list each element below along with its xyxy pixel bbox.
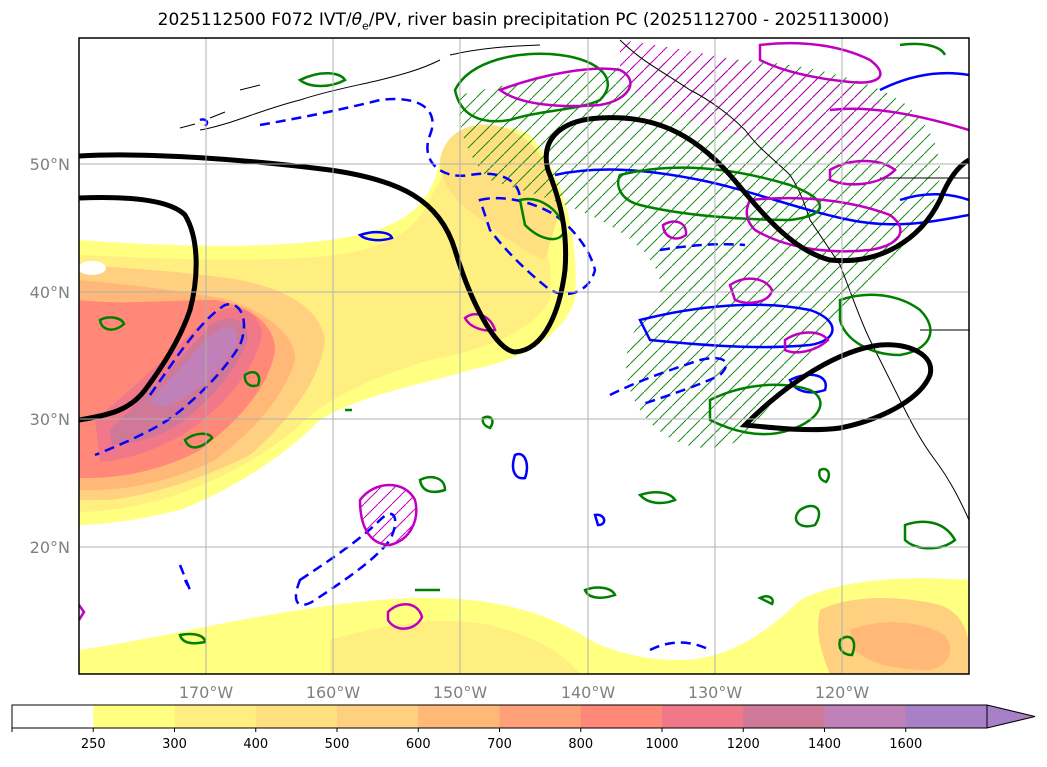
colorbar-label: 800 <box>568 737 593 752</box>
colorbar: 250 300 400 500 600 700 800 1000 1200 1400 1600 <box>11 704 1036 752</box>
colorbar-label: 500 <box>325 737 350 752</box>
ivt-subtropical-band <box>79 578 969 674</box>
theta-e-dashed <box>94 97 746 652</box>
colorbar-label: 300 <box>162 737 187 752</box>
lat-label-30n: 30°N <box>30 410 70 429</box>
colorbar-label: 1000 <box>645 737 678 752</box>
map-frame <box>78 37 970 675</box>
lon-label-170w: 170°W <box>179 683 234 702</box>
colorbar-swatch <box>93 705 175 728</box>
lon-label-160w: 160°W <box>306 683 361 702</box>
colorbar-label: 1200 <box>727 737 760 752</box>
lat-label-40n: 40°N <box>30 283 70 302</box>
chart-title: 2025112500 F072 IVT/θe/PV, river basin p… <box>157 10 890 33</box>
colorbar-label: 400 <box>243 737 268 752</box>
pc-hatch-area-2 <box>360 485 417 545</box>
colorbar-label: 600 <box>406 737 431 752</box>
colorbar-swatch <box>662 705 744 728</box>
precip-contours <box>98 42 957 657</box>
lat-label-50n: 50°N <box>30 155 70 174</box>
colorbar-label: 250 <box>81 737 106 752</box>
colorbar-swatch <box>337 705 419 728</box>
colorbar-swatch <box>499 705 582 728</box>
ivt-se-core <box>850 622 950 670</box>
colorbar-label: 700 <box>487 737 512 752</box>
pv-contours <box>79 115 969 433</box>
colorbar-swatch <box>580 705 663 728</box>
colorbar-swatch <box>824 705 907 728</box>
colorbar-extend-arrow <box>986 704 1036 729</box>
colorbar-swatch <box>255 705 338 728</box>
lon-label-140w: 140°W <box>561 683 616 702</box>
colorbar-swatch <box>418 705 500 728</box>
lon-label-150w: 150°W <box>433 683 488 702</box>
colorbar-swatch <box>174 705 257 728</box>
ivt-core-1400 <box>150 326 238 407</box>
colorbar-swatch <box>12 705 94 728</box>
colorbar-swatch <box>905 705 988 728</box>
graticule <box>79 38 969 674</box>
precip-hatch-area <box>459 59 940 449</box>
lat-label-20n: 20°N <box>30 538 70 557</box>
ivt-shading <box>79 124 969 674</box>
lon-label-120w: 120°W <box>815 683 870 702</box>
colorbar-label: 1600 <box>889 737 922 752</box>
colorbar-swatch <box>743 705 825 728</box>
pc-contours <box>79 41 969 630</box>
pc-hatch-area <box>620 40 910 158</box>
coastline <box>179 39 969 521</box>
ivt-subtropical-inner <box>330 620 580 674</box>
colorbar-label: 1400 <box>808 737 841 752</box>
lon-label-130w: 130°W <box>688 683 743 702</box>
